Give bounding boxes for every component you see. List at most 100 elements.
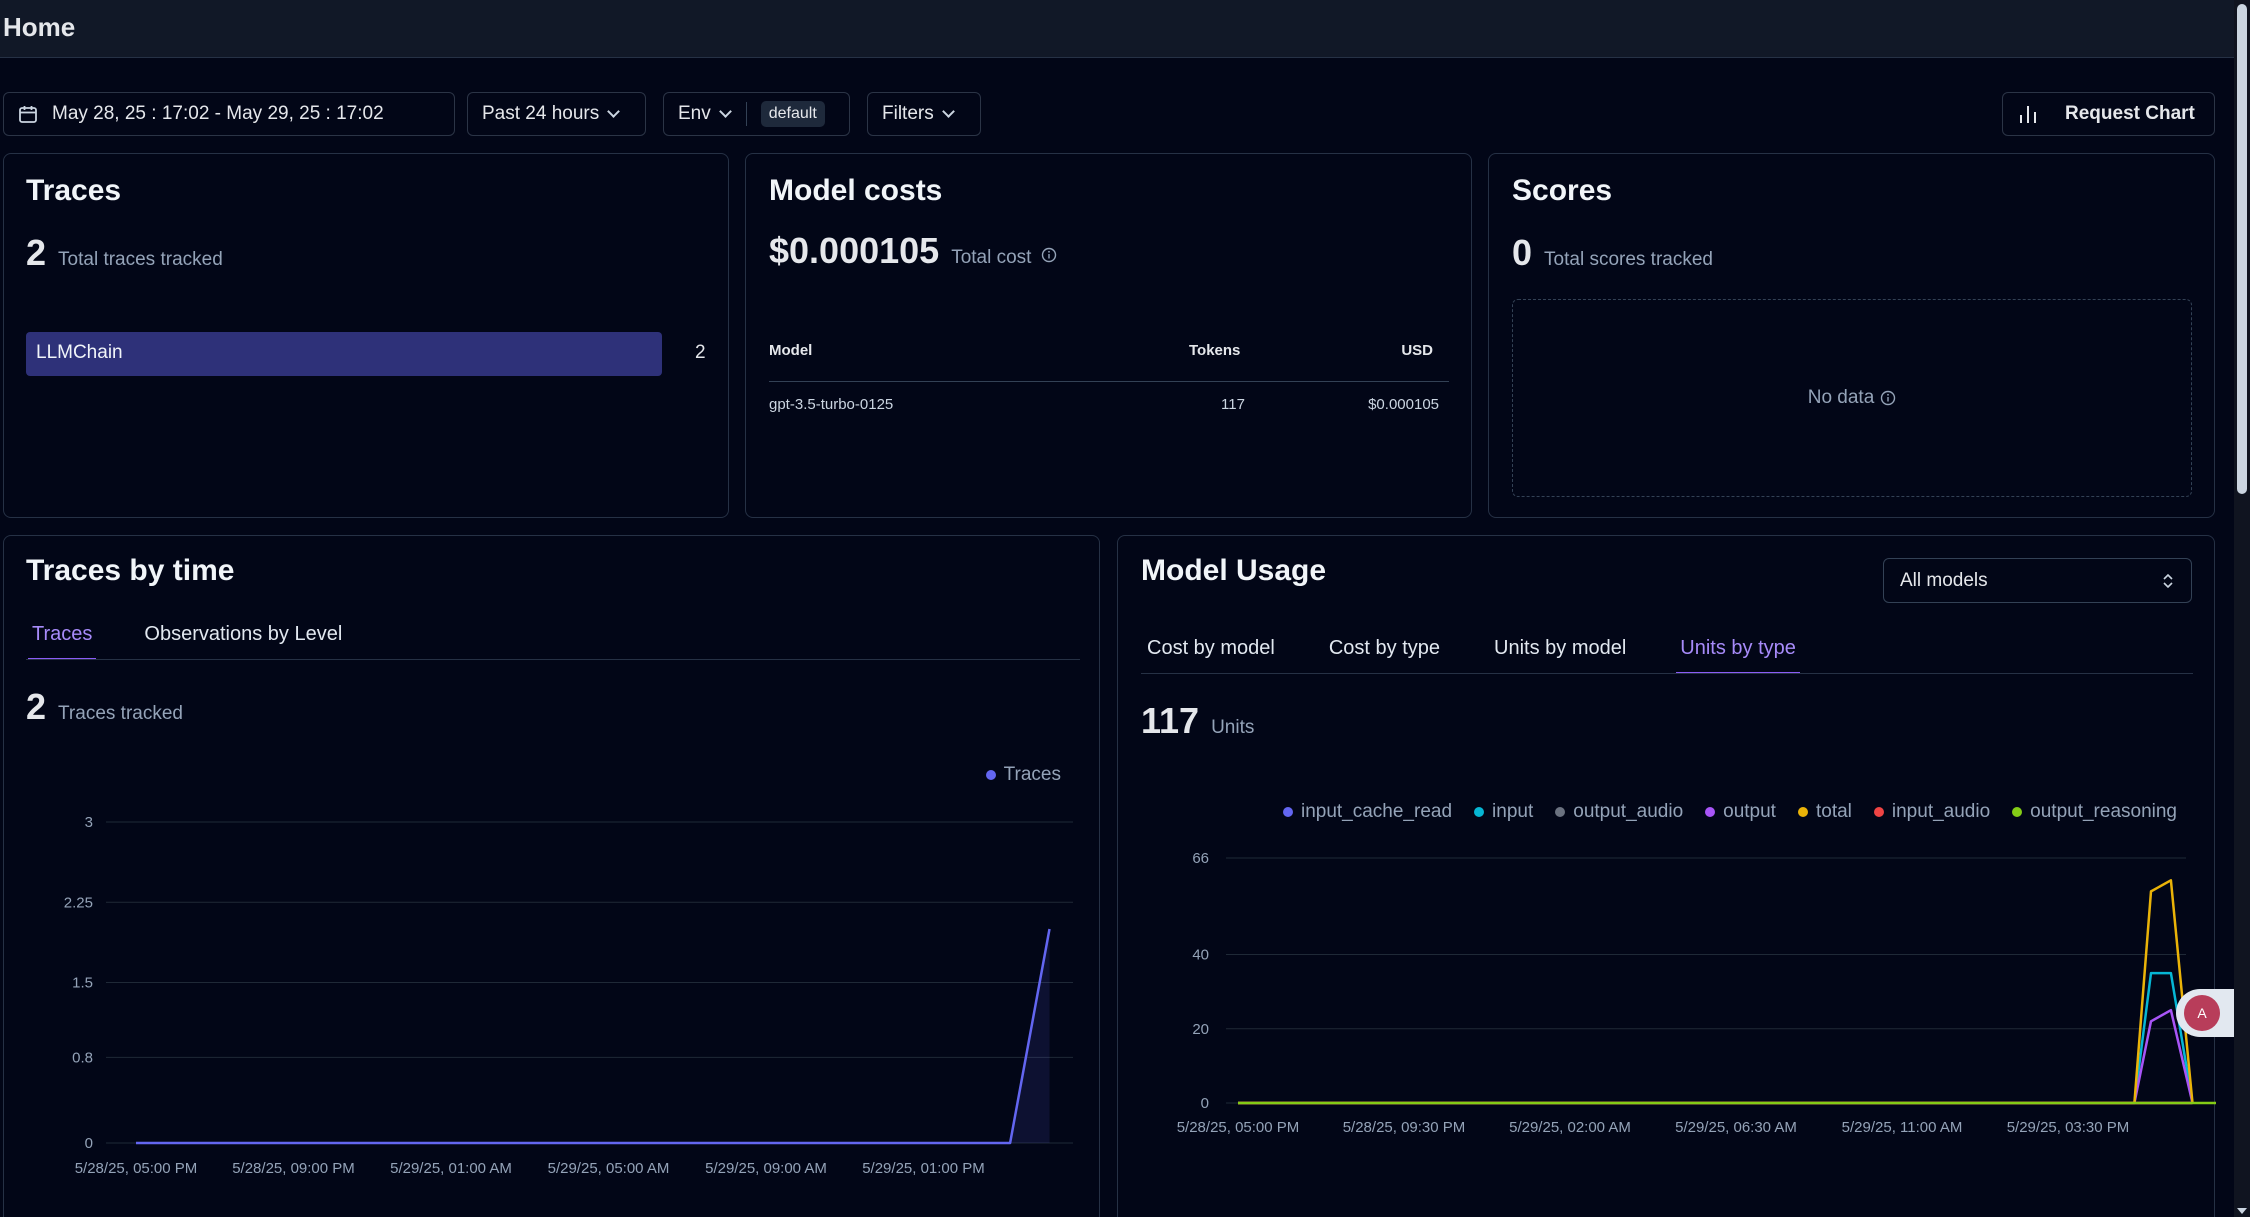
x-tick-label: 5/28/25, 05:00 PM — [75, 1160, 198, 1177]
traces-tracked-value: 2 — [26, 686, 47, 727]
traces-time-chart: 0 0.8 1.5 2.25 3 5/28/25, 05:00 PM 5/28/25, 09… — [64, 814, 1073, 1177]
model-select-value: All models — [1900, 569, 1988, 591]
cell-model: gpt-3.5-turbo-0125 — [769, 396, 894, 413]
page-scrollbar[interactable] — [2234, 0, 2250, 1217]
legend-dot — [1705, 807, 1716, 817]
legend-item-output_audio: output_audio — [1555, 801, 1683, 823]
y-tick-label: 66 — [1192, 850, 1209, 867]
x-tick-label: 5/28/25, 09:30 PM — [1343, 1119, 1466, 1136]
legend-dot — [1474, 807, 1485, 817]
x-tick-label: 5/29/25, 02:00 AM — [1509, 1119, 1631, 1136]
x-tick-label: 5/29/25, 01:00 AM — [390, 1160, 512, 1177]
info-icon[interactable] — [1880, 390, 1896, 406]
series-area — [136, 929, 1050, 1143]
legend-item-output: output — [1705, 801, 1776, 823]
request-chart-label: Request Chart — [2065, 103, 2195, 124]
model-costs-card: Model costs $0.000105 Total cost Model T… — [745, 153, 1472, 518]
tab-cost-by-model[interactable]: Cost by model — [1147, 637, 1275, 659]
tab-cost-by-type[interactable]: Cost by type — [1328, 637, 1441, 659]
request-chart-button[interactable]: Request Chart — [2002, 92, 2215, 136]
model-select[interactable]: All models — [1883, 558, 2192, 603]
series-line-total — [1238, 879, 2194, 1105]
model-usage-title: Model Usage — [1141, 554, 1327, 587]
series-line-Traces — [136, 928, 1051, 1145]
chevron-up-down-icon — [2163, 573, 2173, 588]
traces-by-time-card: Traces by time Traces Observations by Le… — [3, 535, 1100, 1217]
legend-dot — [1555, 807, 1566, 817]
legend-item-input: input — [1474, 801, 1533, 823]
time-preset-label: Past 24 hours — [482, 103, 600, 124]
x-tick-label: 5/29/25, 11:00 AM — [1842, 1119, 1963, 1136]
legend-dot — [1282, 807, 1293, 817]
scores-empty-state: No data — [1512, 299, 2192, 497]
legend-item-output_reasoning: output_reasoning — [2012, 801, 2177, 823]
trace-bar-value: 2 — [695, 342, 706, 363]
date-range-picker[interactable]: May 28, 25 : 17:02 - May 29, 25 : 17:02 — [3, 92, 455, 136]
env-badge: default — [760, 101, 825, 127]
x-tick-label: 5/29/25, 03:30 PM — [2007, 1119, 2130, 1136]
tabs-divider — [26, 659, 1080, 660]
legend-dot — [1797, 807, 1808, 817]
filters-button[interactable]: Filters — [867, 92, 981, 136]
legend-traces-label: Traces — [1003, 764, 1061, 785]
chevron-down-icon — [941, 105, 955, 118]
legend-label: input — [1492, 801, 1534, 822]
trace-bar-llmchain[interactable]: LLMChain — [26, 332, 662, 376]
scores-total: 0 Total scores tracked — [1512, 232, 1713, 274]
legend-dot — [985, 770, 996, 780]
legend-item-input_cache_read: input_cache_read — [1282, 801, 1452, 823]
info-icon[interactable] — [1041, 247, 1057, 263]
scores-total-value: 0 — [1512, 232, 1533, 273]
y-tick-label: 2.25 — [64, 894, 93, 911]
legend-dot — [2012, 807, 2023, 817]
cell-tokens: 117 — [1221, 396, 1245, 413]
calendar-icon — [19, 106, 37, 123]
traces-card: Traces 2 Total traces tracked LLMChain 2 — [3, 153, 729, 518]
total-cost: $0.000105 Total cost — [769, 230, 1057, 272]
total-cost-value: $0.000105 — [769, 230, 940, 271]
usage-legend: input_cache_read input output_audio output t… — [1282, 801, 2177, 823]
scroll-down-arrow[interactable] — [2237, 1208, 2247, 1214]
col-model: Model — [769, 342, 813, 359]
x-tick-label: 5/28/25, 09:00 PM — [232, 1160, 355, 1177]
series-line-input — [1238, 971, 2194, 1105]
legend-item-input_audio: input_audio — [1873, 801, 1991, 823]
legend-item-total: total — [1797, 801, 1852, 823]
y-tick-label: 0 — [1201, 1095, 1209, 1112]
tab-observations-by-level[interactable]: Observations by Level — [144, 623, 343, 645]
traces-tracked: 2 Traces tracked — [26, 686, 183, 728]
model-usage-chart: 0 20 40 66 5/28/25, 05:00 PM 5/28/25, 09:30 P… — [1177, 850, 2216, 1136]
translate-icon: A — [2184, 995, 2220, 1031]
table-divider — [769, 381, 1449, 382]
usage-total: 117 Units — [1141, 700, 1254, 742]
scrollbar-thumb[interactable] — [2237, 4, 2247, 494]
chevron-down-icon — [607, 105, 621, 118]
traces-by-time-title: Traces by time — [26, 554, 235, 587]
x-tick-label: 5/29/25, 01:00 PM — [862, 1160, 985, 1177]
traces-total: 2 Total traces tracked — [26, 232, 223, 274]
usage-total-label: Units — [1211, 717, 1255, 738]
traces-tracked-label: Traces tracked — [58, 703, 183, 724]
scores-title: Scores — [1512, 174, 1613, 207]
traces-card-title: Traces — [26, 174, 122, 207]
tab-units-by-model[interactable]: Units by model — [1494, 637, 1627, 659]
env-label: Env — [678, 103, 711, 124]
series-line-output — [1238, 1008, 2194, 1105]
translate-widget[interactable]: A — [2176, 989, 2234, 1037]
no-data-text: No data — [1807, 387, 1875, 408]
x-tick-label: 5/29/25, 05:00 AM — [548, 1160, 670, 1177]
legend-label: input_audio — [1891, 801, 1991, 822]
legend-label: output_audio — [1573, 801, 1684, 822]
top-bar: Home — [0, 0, 2234, 58]
env-filter[interactable]: Env default — [663, 92, 850, 136]
time-preset-select[interactable]: Past 24 hours — [467, 92, 646, 136]
col-usd: USD — [1401, 342, 1433, 359]
usage-total-value: 117 — [1141, 700, 1200, 741]
x-tick-label: 5/29/25, 09:00 AM — [705, 1160, 827, 1177]
usage-tabs-divider — [1141, 673, 2193, 674]
model-usage-card: Model Usage All models Cost by model Cos… — [1117, 535, 2216, 1217]
chevron-down-icon — [718, 105, 732, 118]
y-tick-label: 0 — [85, 1135, 93, 1152]
y-tick-label: 40 — [1192, 947, 1209, 964]
usage-tabs: Cost by model Cost by type Units by mode… — [1143, 637, 1800, 674]
